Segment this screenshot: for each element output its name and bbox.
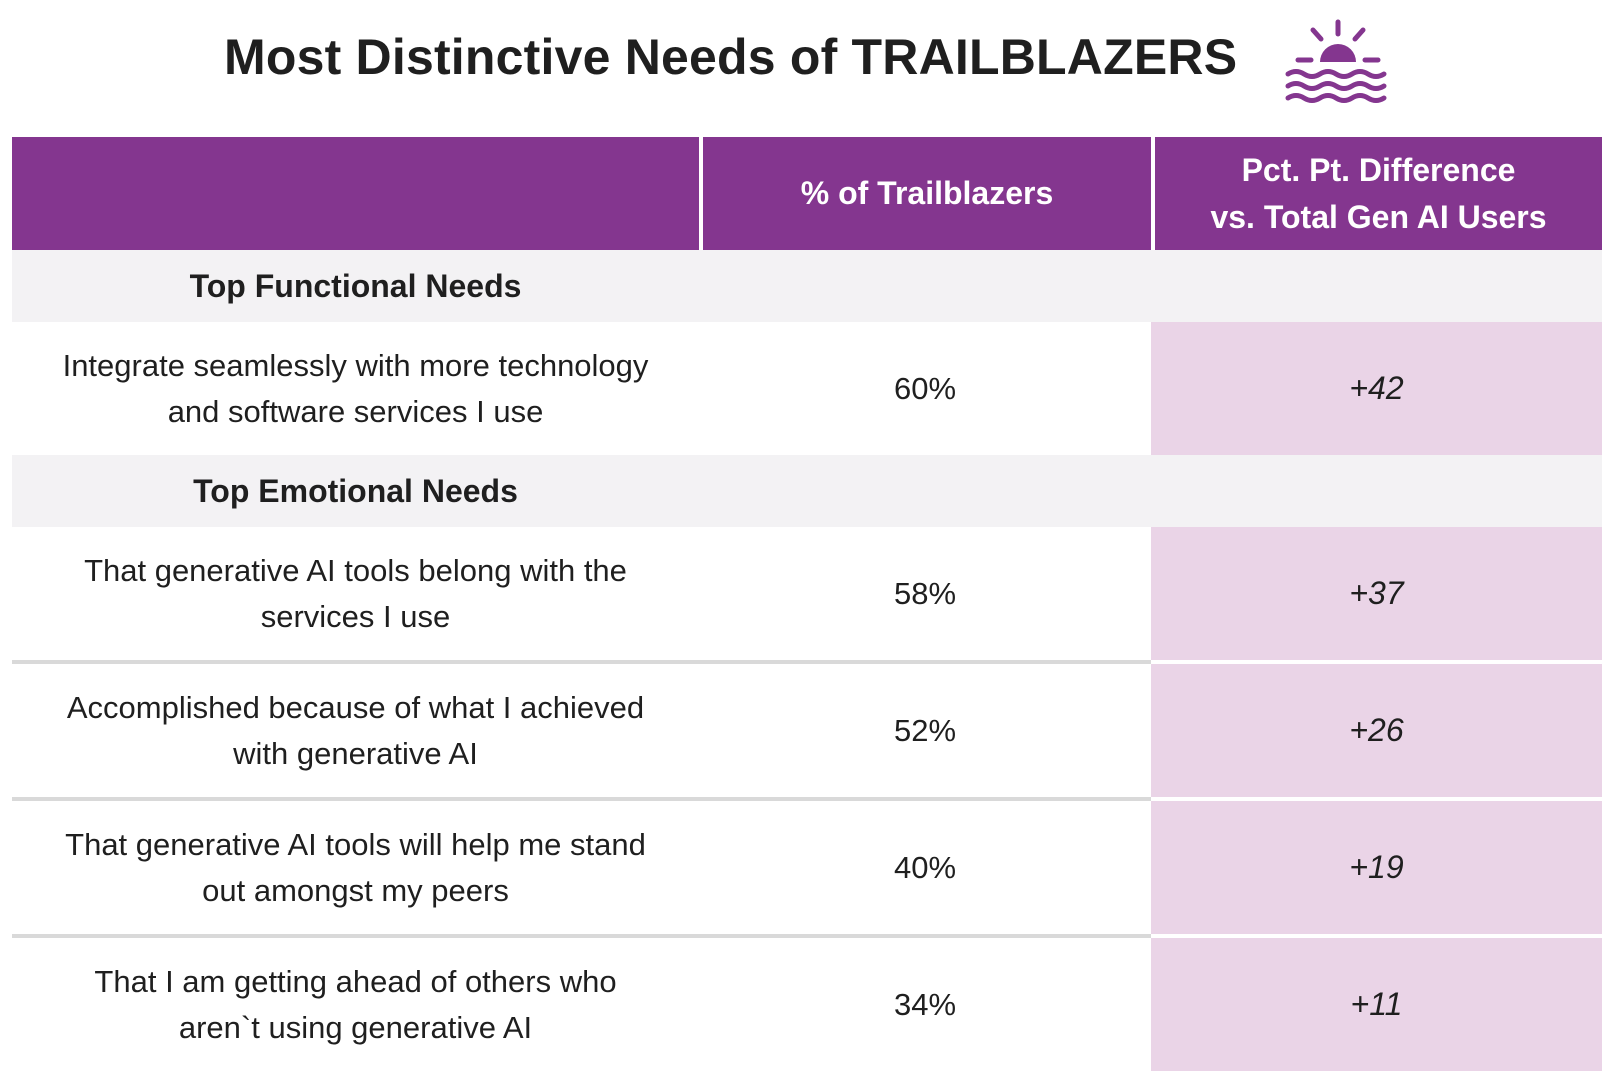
pct-value: 52% [893, 712, 957, 748]
table-row: Accomplished because of what I achieved … [12, 664, 1602, 797]
section-heading-row: Top Functional Needs [12, 250, 1602, 322]
row-divider [12, 797, 1602, 801]
need-label-line2: with generative AI [233, 735, 478, 771]
need-label-line1: Accomplished because of what I achieved [66, 689, 645, 725]
header-pct-label: % of Trailblazers [800, 175, 1054, 211]
difference-value: +37 [1151, 527, 1602, 660]
need-label: That generative AI tools will help me st… [12, 801, 699, 934]
need-label-line1: Integrate seamlessly with more technolog… [62, 347, 649, 383]
title-area: Most Distinctive Needs of TRAILBLAZERS [0, 14, 1612, 103]
sunset-over-water-icon [1285, 19, 1387, 103]
need-label-line2: aren`t using generative AI [178, 1009, 533, 1045]
need-label: Accomplished because of what I achieved … [12, 664, 699, 797]
difference-value: +19 [1151, 801, 1602, 934]
table-row: Integrate seamlessly with more technolog… [12, 322, 1602, 455]
need-label: That I am getting ahead of others who ar… [12, 938, 699, 1071]
header-difference-line1: Pct. Pt. Difference [1241, 151, 1516, 188]
difference-value: +42 [1151, 322, 1602, 455]
need-label-line1: That generative AI tools belong with the [84, 552, 627, 588]
header-difference-label: Pct. Pt. Difference vs. Total Gen AI Use… [1210, 147, 1546, 241]
need-label: That generative AI tools belong with the… [12, 527, 699, 660]
need-label-line2: and software services I use [167, 393, 544, 429]
table-row: That generative AI tools belong with the… [12, 527, 1602, 660]
header-empty-cell [12, 137, 699, 250]
chart-title: Most Distinctive Needs of TRAILBLAZERS [224, 29, 1238, 85]
need-label-line1: That generative AI tools will help me st… [65, 826, 646, 862]
need-label: Integrate seamlessly with more technolog… [12, 322, 699, 455]
difference-value: +26 [1151, 664, 1602, 797]
row-divider [12, 660, 1602, 664]
pct-value: 60% [893, 370, 957, 406]
row-divider [12, 934, 1602, 938]
pct-value: 58% [893, 575, 957, 611]
table-row: That generative AI tools will help me st… [12, 801, 1602, 934]
section-heading: Top Emotional Needs [193, 472, 518, 509]
header-difference-line2: vs. Total Gen AI Users [1210, 198, 1547, 235]
section-heading: Top Functional Needs [189, 267, 522, 304]
pct-value: 40% [893, 849, 957, 885]
need-label-line2: out amongst my peers [202, 872, 509, 908]
pct-value: 34% [893, 986, 957, 1022]
section-heading-row: Top Emotional Needs [12, 455, 1602, 527]
need-label-line1: That I am getting ahead of others who [94, 963, 617, 999]
difference-value: +11 [1151, 938, 1602, 1071]
need-label-line2: services I use [260, 598, 451, 634]
needs-table: % of Trailblazers Pct. Pt. Difference vs… [12, 137, 1602, 1071]
table-header-row: % of Trailblazers Pct. Pt. Difference vs… [12, 137, 1602, 250]
header-pct-trailblazers: % of Trailblazers [703, 137, 1151, 250]
table-row: That I am getting ahead of others who ar… [12, 938, 1602, 1071]
header-pct-difference: Pct. Pt. Difference vs. Total Gen AI Use… [1155, 137, 1602, 250]
